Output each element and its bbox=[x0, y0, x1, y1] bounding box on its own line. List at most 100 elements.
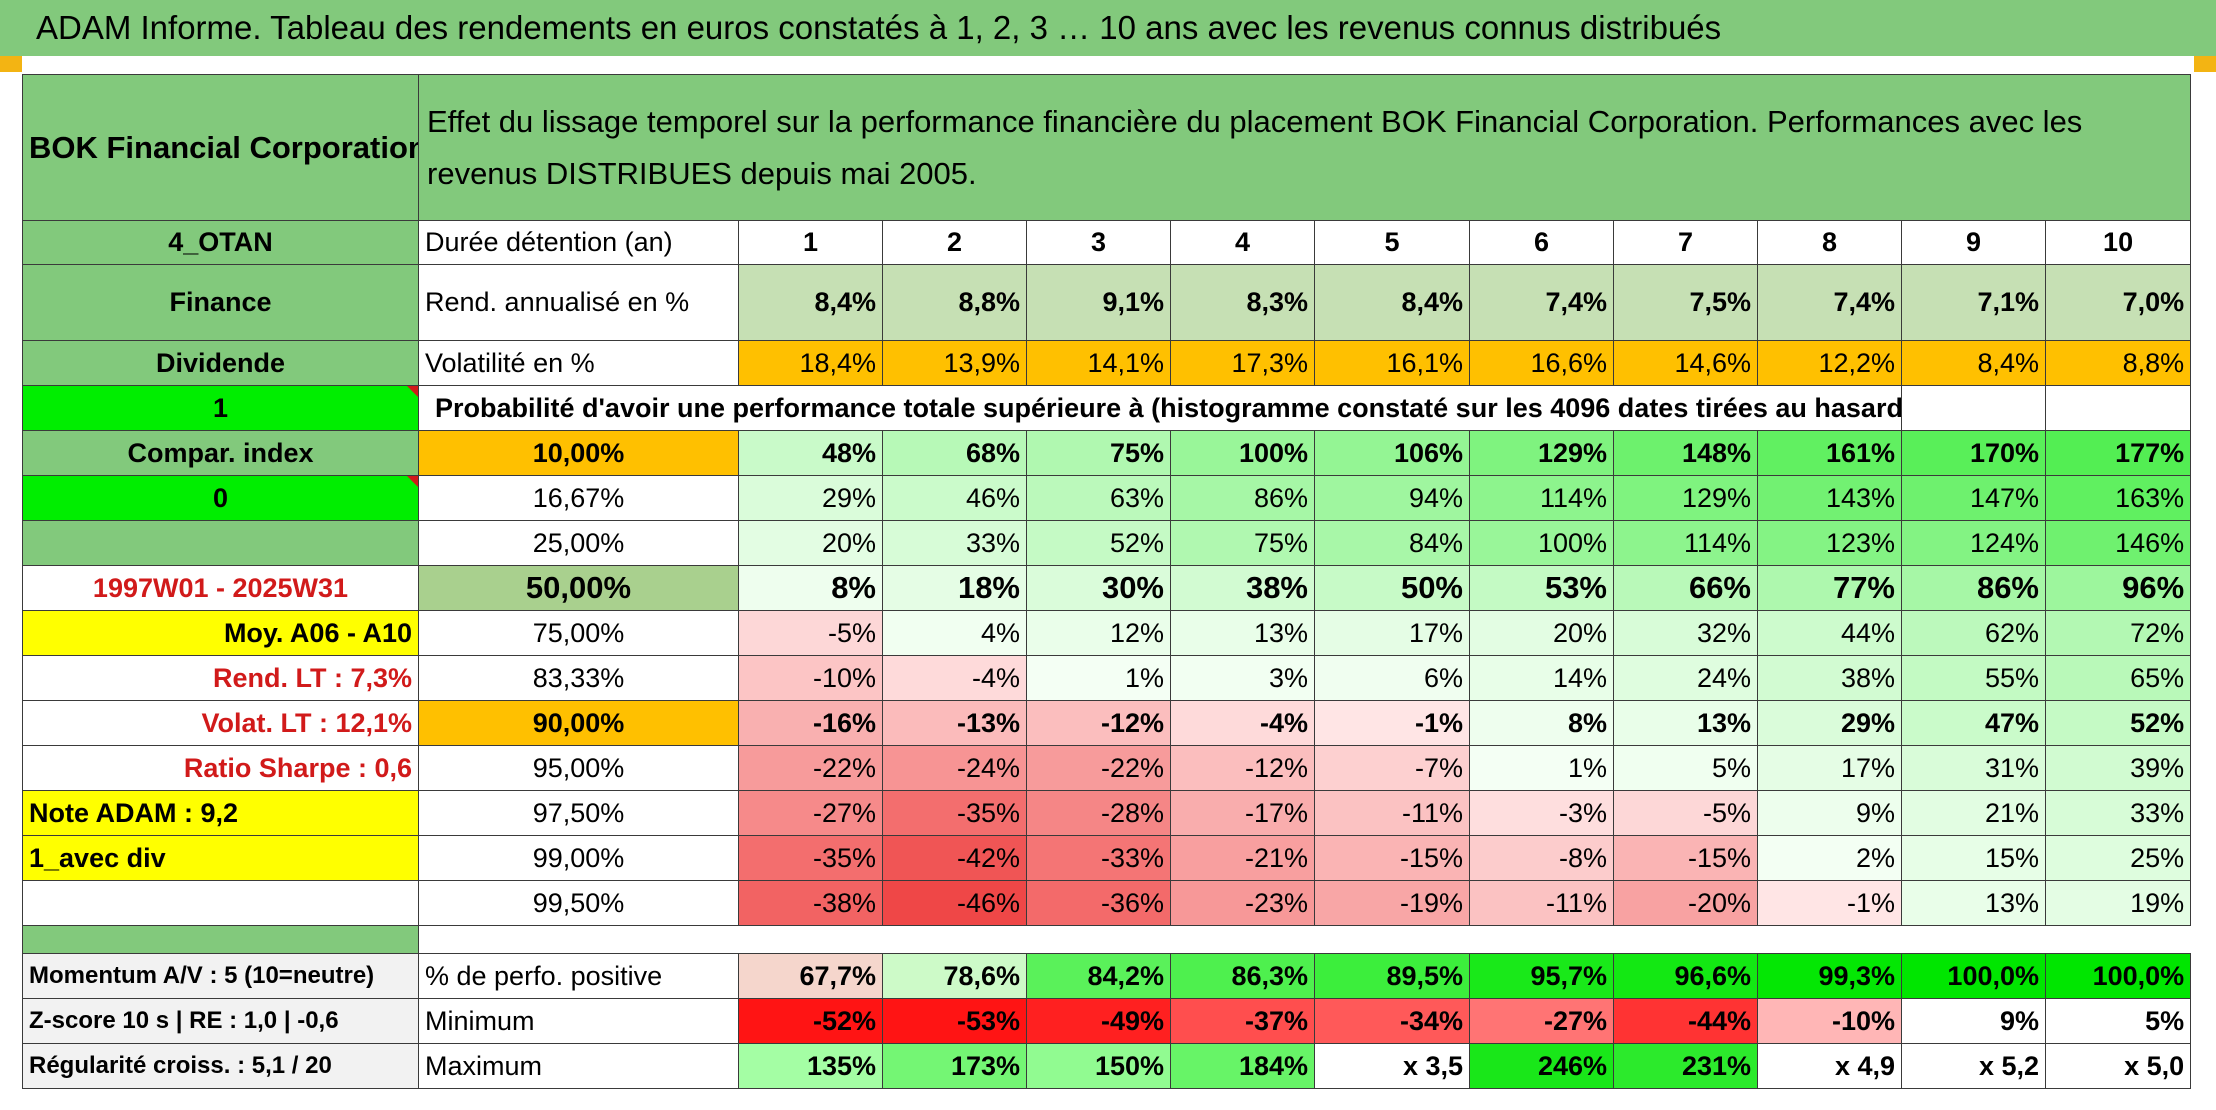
spacer-cell bbox=[22, 925, 419, 954]
summary-value: 184% bbox=[1170, 1043, 1315, 1089]
type-label: Dividende bbox=[22, 340, 419, 386]
quantile-row: Note ADAM : 9,2 97,50% -27% -35% -28% -17% -11… bbox=[22, 790, 2192, 836]
asset-code: 4_OTAN bbox=[22, 220, 419, 265]
quantile-value: 129% bbox=[1469, 430, 1614, 476]
year-header: 1 bbox=[738, 220, 883, 265]
left-label-moy: Moy. A06 - A10 bbox=[22, 610, 419, 656]
report-description: Effet du lissage temporel sur la perform… bbox=[417, 74, 2192, 221]
probability-title-row: 1 Probabilité d'avoir une performance to… bbox=[22, 385, 2192, 431]
quantile-threshold: 16,67% bbox=[418, 475, 739, 521]
quantile-value: 52% bbox=[1026, 520, 1171, 566]
volatility-row: Dividende Volatilité en % 18,4% 13,9% 14… bbox=[22, 340, 2192, 386]
quantile-value: 46% bbox=[882, 475, 1027, 521]
quantile-value: 170% bbox=[1901, 430, 2046, 476]
rend-value: 7,4% bbox=[1757, 264, 1902, 341]
quantile-threshold: 75,00% bbox=[418, 610, 739, 656]
left-label-sharpe: Ratio Sharpe : 0,6 bbox=[22, 745, 419, 791]
quantile-value: 52% bbox=[2044, 700, 2192, 746]
year-header: 6 bbox=[1469, 220, 1614, 265]
quantile-value: 100% bbox=[1170, 430, 1315, 476]
summary-value: 99,3% bbox=[1757, 953, 1902, 999]
quantile-value: -22% bbox=[1026, 745, 1171, 791]
quantile-value: 6% bbox=[1314, 655, 1470, 701]
quantile-value: 5% bbox=[1613, 745, 1758, 791]
quantile-value: 50% bbox=[1314, 565, 1470, 611]
quantile-value: 62% bbox=[1901, 610, 2046, 656]
quantile-value: -15% bbox=[1314, 835, 1470, 881]
year-header: 4 bbox=[1170, 220, 1315, 265]
quantile-value: 3% bbox=[1170, 655, 1315, 701]
quantile-value: 29% bbox=[1757, 700, 1902, 746]
quantile-value: 148% bbox=[1613, 430, 1758, 476]
quantile-value: 163% bbox=[2044, 475, 2192, 521]
quantile-value: -23% bbox=[1170, 880, 1315, 926]
quantile-value: -24% bbox=[882, 745, 1027, 791]
summary-value: -53% bbox=[882, 998, 1027, 1044]
quantile-value: 129% bbox=[1613, 475, 1758, 521]
quantile-value: 68% bbox=[882, 430, 1027, 476]
quantile-value: 75% bbox=[1170, 520, 1315, 566]
quantile-value: -5% bbox=[1613, 790, 1758, 836]
header-row: BOK Financial Corporation Effet du lissa… bbox=[22, 74, 2192, 221]
quantile-value: 84% bbox=[1314, 520, 1470, 566]
quantile-value: 86% bbox=[1901, 565, 2046, 611]
summary-value: -27% bbox=[1469, 998, 1614, 1044]
quantile-value: 123% bbox=[1757, 520, 1902, 566]
quantile-value: -42% bbox=[882, 835, 1027, 881]
quantile-value: 66% bbox=[1613, 565, 1758, 611]
year-header: 8 bbox=[1757, 220, 1902, 265]
summary-metric-label: % de perfo. positive bbox=[418, 953, 739, 999]
quantile-value: -21% bbox=[1170, 835, 1315, 881]
quantile-value: -1% bbox=[1314, 700, 1470, 746]
left-label-flag0: 0 bbox=[22, 475, 419, 521]
quantile-value: 33% bbox=[2044, 790, 2192, 836]
quantile-value: 100% bbox=[1469, 520, 1614, 566]
quantile-value: 72% bbox=[2044, 610, 2192, 656]
vol-value: 18,4% bbox=[738, 340, 883, 386]
year-header: 9 bbox=[1901, 220, 2046, 265]
quantile-value: 8% bbox=[738, 565, 883, 611]
quantile-threshold: 97,50% bbox=[418, 790, 739, 836]
quantile-value: 63% bbox=[1026, 475, 1171, 521]
quantile-row: Compar. index 10,00% 48% 68% 75% 100% 106% 129%… bbox=[22, 430, 2192, 476]
quantile-value: 17% bbox=[1757, 745, 1902, 791]
year-header: 2 bbox=[882, 220, 1027, 265]
rend-value: 8,4% bbox=[738, 264, 883, 341]
quantile-row: 0 16,67% 29% 46% 63% 86% 94% 114% 129% 143% 147% 16… bbox=[22, 475, 2192, 521]
summary-value: -52% bbox=[738, 998, 883, 1044]
quantile-value: -16% bbox=[738, 700, 883, 746]
quantile-value: -27% bbox=[738, 790, 883, 836]
quantile-value: 24% bbox=[1613, 655, 1758, 701]
rend-value: 8,3% bbox=[1170, 264, 1315, 341]
quantile-row: Moy. A06 - A10 75,00% -5% 4% 12% 13% 17% 20% 32%… bbox=[22, 610, 2192, 656]
summary-value: x 4,9 bbox=[1757, 1043, 1902, 1089]
left-label-compar: Compar. index bbox=[22, 430, 419, 476]
rend-value: 9,1% bbox=[1026, 264, 1171, 341]
quantile-row: Rend. LT : 7,3% 83,33% -10% -4% 1% 3% 6% 14% 24%… bbox=[22, 655, 2192, 701]
quantile-value: -10% bbox=[738, 655, 883, 701]
summary-metric-label: Maximum bbox=[418, 1043, 739, 1089]
quantile-value: -13% bbox=[882, 700, 1027, 746]
sector-label: Finance bbox=[22, 264, 419, 341]
quantile-value: 147% bbox=[1901, 475, 2046, 521]
quantile-value: 114% bbox=[1469, 475, 1614, 521]
quantile-value: -12% bbox=[1170, 745, 1315, 791]
quantile-value: 13% bbox=[1170, 610, 1315, 656]
quantile-threshold: 99,00% bbox=[418, 835, 739, 881]
quantile-value: 53% bbox=[1469, 565, 1614, 611]
report-title: ADAM Informe. Tableau des rendements en … bbox=[0, 0, 2216, 56]
summary-row: Régularité croiss. : 5,1 / 20 Maximum 135%… bbox=[22, 1043, 2192, 1089]
quantile-threshold: 90,00% bbox=[418, 700, 739, 746]
summary-left-label: Régularité croiss. : 5,1 / 20 bbox=[22, 1043, 419, 1089]
summary-value: -44% bbox=[1613, 998, 1758, 1044]
quantile-value: -12% bbox=[1026, 700, 1171, 746]
rend-value: 7,4% bbox=[1469, 264, 1614, 341]
annualized-return-row: Finance Rend. annualisé en % 8,4% 8,8% 9… bbox=[22, 264, 2192, 341]
year-header: 3 bbox=[1026, 220, 1171, 265]
quantile-value: -3% bbox=[1469, 790, 1614, 836]
summary-value: 78,6% bbox=[882, 953, 1027, 999]
report-frame: BOK Financial Corporation Effet du lissa… bbox=[22, 74, 2192, 1089]
rend-value: 7,0% bbox=[2044, 264, 2192, 341]
quantile-value: 161% bbox=[1757, 430, 1902, 476]
summary-value: x 5,2 bbox=[1901, 1043, 2046, 1089]
